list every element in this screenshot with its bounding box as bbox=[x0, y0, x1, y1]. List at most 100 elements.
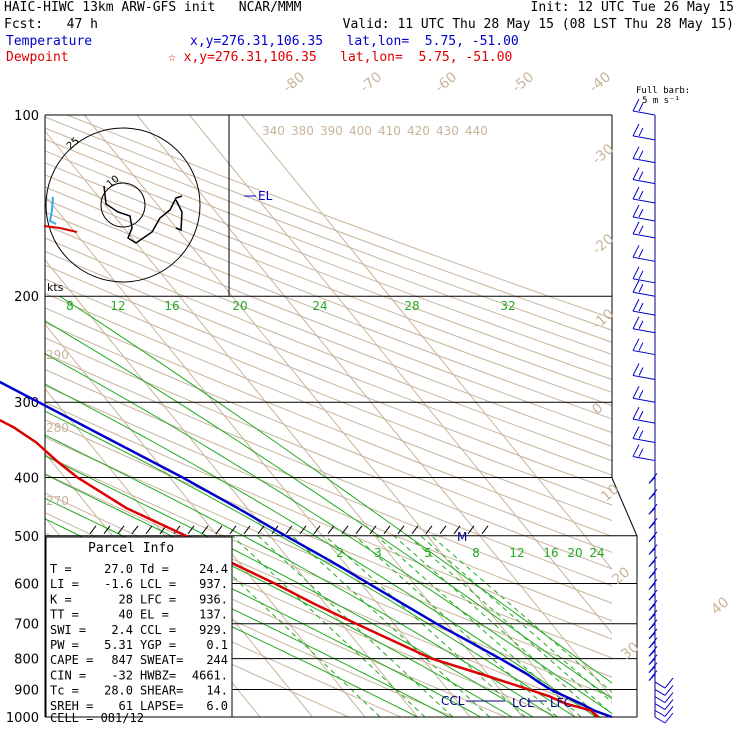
wind-barb-flag bbox=[638, 390, 644, 399]
theta-label: 290 bbox=[46, 348, 69, 362]
wind-barb bbox=[648, 600, 658, 611]
wind-barb-flag bbox=[638, 342, 644, 351]
wind-barb bbox=[648, 473, 658, 484]
hatch-mark bbox=[411, 525, 419, 535]
parcel-row-label: T = bbox=[50, 562, 72, 576]
parcel-row-value: 40 bbox=[119, 608, 133, 622]
wind-barb-flag bbox=[632, 338, 640, 351]
pressure-tick-label: 700 bbox=[14, 618, 39, 633]
wind-barb-staff bbox=[654, 709, 666, 717]
wind-barb-flag bbox=[638, 190, 644, 200]
parcel-row-label: EL = bbox=[140, 608, 169, 622]
hodograph-units-label: kts bbox=[47, 281, 64, 294]
dewpoint-location: ☆ x,y=276.31,106.35 lat,lon= 5.75, -51.0… bbox=[168, 50, 513, 65]
dry-adiabat-line bbox=[45, 419, 612, 659]
wind-barb-flag bbox=[664, 692, 674, 703]
mixing-ratio-label: 28 bbox=[404, 299, 419, 313]
wind-barb bbox=[648, 637, 658, 649]
hatch-mark bbox=[397, 525, 405, 535]
wind-barb bbox=[648, 544, 658, 555]
wind-barb bbox=[632, 279, 656, 297]
wind-barb-flag bbox=[632, 146, 640, 159]
hatch-mark bbox=[313, 525, 321, 535]
wind-barb bbox=[632, 146, 656, 164]
mixing-ratio-label: 8 bbox=[66, 299, 74, 313]
dry-adiabat-line bbox=[45, 322, 612, 553]
pressure-tick-label: 1000 bbox=[6, 711, 39, 726]
wind-barb bbox=[648, 662, 658, 674]
wind-barb bbox=[648, 609, 658, 621]
wind-barb bbox=[648, 646, 658, 657]
theta-label: 430 bbox=[436, 124, 459, 138]
wind-barb bbox=[632, 266, 656, 284]
wind-barb-flag bbox=[632, 167, 640, 180]
wind-barb-staff bbox=[654, 703, 666, 711]
isotherm-label: -50 bbox=[509, 69, 537, 96]
parcel-row-value: 27.0 bbox=[104, 562, 133, 576]
wind-barb-flag bbox=[648, 579, 658, 590]
dry-adiabat-line bbox=[45, 473, 612, 717]
dry-adiabat-line bbox=[45, 250, 612, 476]
temperature-location: x,y=276.31,106.35 lat,lon= 5.75, -51.00 bbox=[190, 34, 519, 49]
mixing-ratio-label: 20 bbox=[567, 546, 582, 560]
valid-time: Valid: 11 UTC Thu 28 May 15 (08 LST Thu … bbox=[342, 17, 734, 32]
parcel-row-label: Tc = bbox=[50, 684, 79, 698]
wind-barb bbox=[648, 568, 658, 579]
wind-barb-flag bbox=[664, 699, 674, 710]
wind-barb bbox=[648, 518, 658, 529]
hodograph-trace bbox=[48, 196, 57, 225]
hatch-mark bbox=[425, 525, 433, 535]
parcel-info-box: Parcel Info T = 27.0 Td = 24.4 LI = -1.6 LCL = 9… bbox=[45, 536, 233, 725]
hodograph-trace bbox=[43, 225, 78, 233]
hodograph-trace bbox=[103, 185, 183, 244]
wind-barb-staff bbox=[632, 418, 656, 424]
hodograph-ring bbox=[100, 182, 146, 228]
wind-barb-flag bbox=[632, 426, 640, 439]
dry-adiabat-line bbox=[45, 436, 612, 678]
parcel-row-value: 847 bbox=[111, 653, 133, 667]
wind-barb-flag bbox=[632, 386, 640, 399]
wind-barb-flag bbox=[664, 706, 674, 717]
isotherm-line bbox=[241, 115, 612, 570]
wind-barb-flag bbox=[632, 266, 640, 280]
wind-barb-flag bbox=[638, 367, 644, 376]
theta-label: 380 bbox=[291, 124, 314, 138]
parcel-row-label: CCL = bbox=[140, 623, 176, 637]
theta-label: 420 bbox=[407, 124, 430, 138]
pressure-tick-label: 500 bbox=[14, 530, 39, 545]
mixing-ratio-line bbox=[231, 535, 426, 717]
wind-barb-flag bbox=[638, 127, 644, 137]
wind-barb-flag bbox=[632, 186, 640, 200]
hatch-mark bbox=[383, 525, 391, 535]
dry-adiabat-line bbox=[45, 307, 612, 537]
wind-barb bbox=[632, 221, 656, 239]
forecast-hour: Fcst: 47 h bbox=[4, 17, 98, 32]
wind-barb-staff bbox=[632, 374, 656, 380]
wind-barb-staff bbox=[632, 328, 656, 334]
parcel-row-value: 14. bbox=[206, 684, 228, 698]
parcel-row-label: SWEAT= bbox=[140, 653, 183, 667]
isotherm-line bbox=[188, 115, 612, 635]
isotherm-line bbox=[83, 115, 576, 717]
wind-barb bbox=[632, 123, 656, 141]
parcel-row-label: YGP = bbox=[140, 638, 176, 652]
parcel-box-frame bbox=[45, 536, 233, 718]
parcel-row-value: -32 bbox=[111, 668, 133, 682]
isotherm-line bbox=[136, 115, 612, 699]
hatch-mark bbox=[243, 525, 251, 535]
pressure-tick-label: 300 bbox=[14, 396, 39, 411]
wind-barb-flag bbox=[632, 123, 640, 137]
wind-barb-flag bbox=[638, 225, 644, 235]
wind-barb-flag bbox=[648, 619, 658, 631]
hatch-mark bbox=[257, 525, 265, 535]
wind-barb bbox=[654, 712, 674, 724]
wind-barb-flag bbox=[648, 473, 658, 484]
wind-barb bbox=[632, 406, 656, 424]
wind-barb bbox=[654, 699, 674, 711]
hodograph-trace bbox=[175, 199, 183, 232]
wind-barb bbox=[632, 316, 656, 334]
wind-barb bbox=[654, 677, 674, 689]
wind-barb-flag bbox=[648, 518, 658, 529]
wind-barb-staff bbox=[632, 233, 656, 239]
